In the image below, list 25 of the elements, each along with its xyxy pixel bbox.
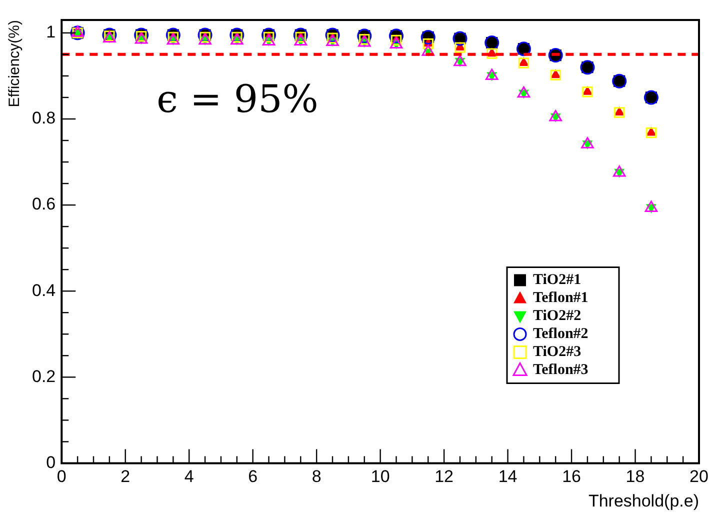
x-tick-label: 8	[312, 467, 322, 486]
x-tick-label: 2	[120, 467, 130, 486]
x-tick-label: 6	[248, 467, 258, 486]
legend-label: TiO2#3	[533, 344, 582, 360]
legend-label: Teflon#1	[533, 290, 588, 306]
legend-label: TiO2#2	[533, 308, 582, 324]
x-tick-label: 20	[690, 467, 708, 486]
legend-label: Teflon#3	[533, 362, 588, 378]
x-axis-title: Threshold(p.e)	[588, 491, 699, 510]
y-tick-label: 0.4	[32, 280, 56, 300]
x-tick-label: 4	[184, 467, 194, 486]
legend-label: Teflon#2	[533, 326, 588, 342]
y-tick-label: 0.2	[32, 366, 56, 386]
x-tick-label: 12	[434, 467, 454, 486]
y-tick-label: 0.6	[32, 194, 56, 214]
y-tick-label: 0.8	[32, 108, 56, 128]
y-tick-label: 0	[46, 452, 56, 472]
y-tick-label: 1	[46, 22, 56, 42]
x-tick-label: 14	[498, 467, 518, 486]
x-tick-label: 18	[626, 467, 645, 486]
x-tick-label: 16	[562, 467, 581, 486]
x-tick-label: 10	[370, 467, 390, 486]
annotation: ϵ = 95%	[156, 76, 318, 121]
legend-label: TiO2#1	[533, 272, 582, 288]
y-axis-title: Efficiency(%)	[6, 20, 24, 108]
